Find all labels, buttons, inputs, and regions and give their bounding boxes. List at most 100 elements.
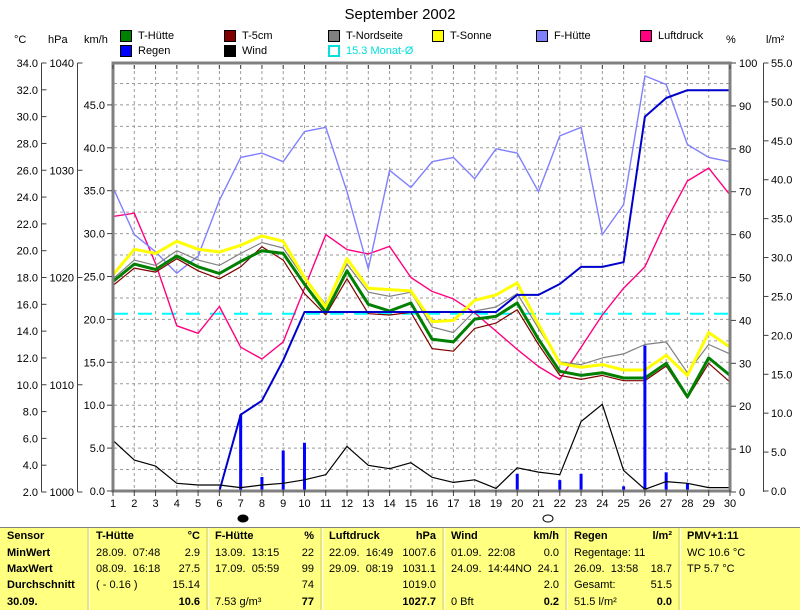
hpa-tick-label: 1010: [50, 380, 74, 392]
table-cell: Gesamt: 51.5: [565, 577, 678, 594]
table-cell: F-Hütte%: [206, 528, 320, 545]
cell-text: Regentage: 11: [574, 546, 646, 559]
table-row-label: Durchschnitt: [7, 579, 75, 592]
celsius-tick-label: 30.0: [17, 112, 38, 124]
celsius-tick-label: 28.0: [17, 138, 38, 150]
cell-value: 10.6: [178, 595, 200, 608]
axis-unit-lm2: l/m²: [766, 34, 785, 46]
axis-unit-kmh: km/h: [84, 34, 108, 46]
axis-unit-celsius: °C: [14, 34, 27, 46]
legend-label: 15.3 Monat-Ø: [346, 45, 414, 57]
celsius-tick-label: 22.0: [17, 219, 38, 231]
table-cell: [678, 593, 800, 610]
table-cell: TP 5.7 °C: [678, 560, 800, 578]
day-label: 23: [575, 498, 587, 510]
table-cell: 13.09. 13:15 22: [206, 544, 320, 561]
table-cell: 29.09. 08:19 1031.1: [320, 560, 442, 578]
percent-tick-label: 40: [739, 315, 751, 327]
kmh-tick-label: 20.0: [84, 314, 105, 326]
table-cell: 10.6: [87, 593, 206, 610]
f-huette-swatch-icon: [536, 30, 548, 42]
hpa-tick-label: 1020: [50, 273, 74, 285]
table-cell: PMV+1:11: [678, 528, 800, 545]
day-label: 7: [238, 498, 244, 510]
hpa-tick-label: 1040: [50, 58, 74, 70]
day-label: 20: [511, 498, 523, 510]
monats-mittel-swatch-icon: [328, 45, 340, 57]
percent-tick-label: 90: [739, 101, 751, 113]
table-cell: WC 10.6 °C: [678, 544, 800, 561]
cell-text: 29.09. 08:19: [329, 562, 394, 575]
cell-value: °C: [187, 530, 200, 543]
celsius-tick-label: 12.0: [17, 353, 38, 365]
day-label: 3: [152, 498, 158, 510]
wind-swatch-icon: [224, 45, 236, 57]
table-cell: Regen l/m²: [565, 528, 678, 545]
lm2-tick-label: 5.0: [771, 447, 786, 459]
lm2-tick-label: 0.0: [771, 486, 786, 498]
legend-item-t-5cm: T-5cm: [224, 30, 273, 42]
day-label: 1: [110, 498, 116, 510]
kmh-tick-label: 30.0: [84, 229, 105, 241]
kmh-tick-label: 35.0: [84, 186, 105, 198]
legend-item-luftdruck: Luftdruck: [640, 30, 703, 42]
table-cell: ( - 0.16 ) 15.14: [87, 577, 206, 594]
axis-unit-hpa: hPa: [48, 34, 68, 46]
cell-value: 99: [301, 562, 314, 575]
lm2-tick-label: 50.0: [771, 97, 792, 109]
cell-value: 0.0: [656, 595, 672, 608]
cell-value: 77: [301, 595, 314, 608]
cell-text: TP 5.7 °C: [687, 562, 735, 575]
legend-label: Luftdruck: [658, 30, 704, 42]
series-line-wind: [112, 403, 730, 490]
cell-text: PMV+1:11: [687, 530, 739, 543]
percent-tick-label: 100: [739, 58, 757, 70]
t-5cm-swatch-icon: [224, 30, 236, 42]
moon-phase-full-icon: [542, 514, 554, 523]
hpa-tick-label: 1030: [50, 165, 74, 177]
table-cell: 24.09. 14:44NO 24.1: [442, 560, 565, 578]
lm2-tick-label: 25.0: [771, 291, 792, 303]
cell-text: Luftdruck: [329, 530, 380, 543]
cell-value: 1027.7: [402, 595, 436, 608]
day-label: 16: [426, 498, 438, 510]
legend-label: Wind: [242, 45, 268, 57]
cell-text: Wind: [451, 530, 478, 543]
legend-item-t-nordseite: T-Nordseite: [328, 30, 403, 42]
t-nordseite-swatch-icon: [328, 30, 340, 42]
t-huette-swatch-icon: [120, 30, 132, 42]
hpa-tick-label: 1000: [50, 487, 74, 499]
cell-value: 22: [301, 546, 314, 559]
day-label: 13: [362, 498, 374, 510]
table-cell: 7.53 g/m³ 77: [206, 593, 320, 610]
cell-value: 0.0: [543, 546, 559, 559]
kmh-tick-label: 5.0: [90, 443, 105, 455]
table-cell: 74: [206, 577, 320, 594]
kmh-tick-label: 45.0: [84, 100, 105, 112]
table-cell: 01.09. 22:08 0.0: [442, 544, 565, 561]
moon-phase-new-icon: [237, 514, 249, 523]
day-label: 18: [469, 498, 481, 510]
day-label: 21: [532, 498, 544, 510]
cell-text: 01.09. 22:08: [451, 546, 516, 559]
legend-item-t-sonne: T-Sonne: [432, 30, 492, 42]
lm2-tick-label: 40.0: [771, 175, 792, 187]
cell-text: 08.09. 16:18: [96, 562, 161, 575]
chart-title: September 2002: [344, 6, 456, 23]
cell-value: 2.0: [543, 579, 559, 592]
kmh-tick-label: 10.0: [84, 400, 105, 412]
axis-unit-percent: %: [726, 34, 736, 46]
percent-tick-label: 20: [739, 401, 751, 413]
table-row-label: 30.09.: [7, 595, 38, 608]
series-line-f-h-tte: [112, 75, 731, 274]
lm2-tick-label: 30.0: [771, 253, 792, 265]
celsius-tick-label: 26.0: [17, 165, 38, 177]
series-line-t-5cm: [112, 246, 731, 399]
percent-tick-label: 0: [739, 487, 745, 499]
day-label: 29: [703, 498, 715, 510]
day-label: 25: [617, 498, 629, 510]
cell-text: 22.09. 16:49: [329, 546, 394, 559]
celsius-tick-label: 20.0: [17, 246, 38, 258]
percent-tick-label: 50: [739, 273, 751, 285]
cell-text: 51.5 l/m²: [574, 595, 617, 608]
